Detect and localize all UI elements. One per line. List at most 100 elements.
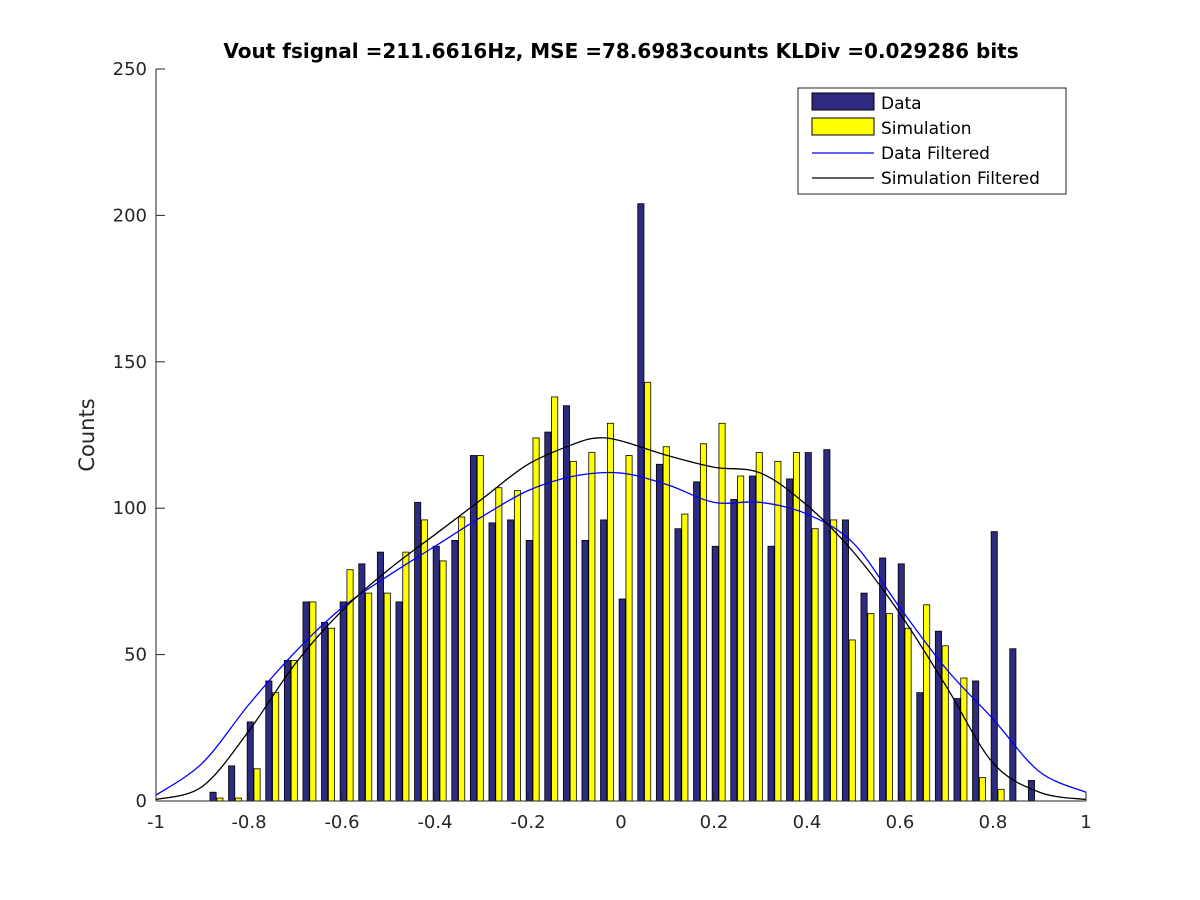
data-bar xyxy=(600,519,608,802)
simulation-filtered-line xyxy=(155,437,1087,801)
simulation-bar xyxy=(681,513,689,802)
data-bar xyxy=(581,540,589,802)
simulation-bar xyxy=(644,381,652,802)
y-tick-label: 100 xyxy=(113,498,147,519)
y-tick-label: 250 xyxy=(113,59,147,80)
x-tick-label: -0.6 xyxy=(324,812,359,833)
simulation-bar xyxy=(532,437,540,802)
simulation-bar xyxy=(867,613,875,802)
simulation-bar xyxy=(699,443,707,802)
data-bar xyxy=(916,692,924,802)
legend-label-data-filtered: Data Filtered xyxy=(881,144,990,164)
data-filtered-line xyxy=(155,471,1087,796)
simulation-bar xyxy=(960,677,968,802)
simulation-bar xyxy=(420,519,428,802)
data-bar xyxy=(823,449,831,802)
legend-label-simulation: Simulation xyxy=(881,119,972,139)
simulation-bar xyxy=(737,475,745,802)
simulation-bar xyxy=(551,396,559,802)
data-bar xyxy=(209,791,217,802)
x-tick-label: -1 xyxy=(147,812,165,833)
y-tick-label: 200 xyxy=(113,205,147,226)
lines-layer xyxy=(155,437,1087,801)
data-bar xyxy=(432,545,440,802)
data-bar xyxy=(730,499,738,802)
data-bar xyxy=(507,519,515,802)
data-bar xyxy=(228,765,236,802)
simulation-bar xyxy=(997,788,1005,802)
data-bar xyxy=(693,481,701,802)
data-bar xyxy=(488,522,496,802)
x-tick-label: -0.2 xyxy=(510,812,545,833)
bars-layer xyxy=(209,203,1035,802)
simulation-bar xyxy=(253,768,261,802)
data-bar xyxy=(376,551,384,802)
y-tick-label: 0 xyxy=(136,791,147,812)
simulation-bar xyxy=(774,460,782,802)
x-tick-label: -0.8 xyxy=(231,812,266,833)
data-bar xyxy=(990,531,998,802)
x-tick-label: 0.4 xyxy=(793,812,822,833)
data-bar xyxy=(544,431,552,802)
simulation-bar xyxy=(569,460,577,802)
simulation-bar xyxy=(904,627,912,802)
data-bar xyxy=(451,540,459,802)
data-bar xyxy=(525,540,533,802)
simulation-bar xyxy=(476,455,484,802)
data-bar xyxy=(358,563,366,802)
data-bar xyxy=(1027,780,1035,802)
simulation-bar xyxy=(458,516,466,802)
data-bar xyxy=(321,621,329,802)
simulation-bar xyxy=(625,455,633,802)
simulation-bar xyxy=(402,551,410,802)
simulation-bar xyxy=(755,452,763,802)
x-tick-label: 0.6 xyxy=(886,812,915,833)
x-tick-label: -0.4 xyxy=(417,812,452,833)
y-tick-label: 150 xyxy=(113,352,147,373)
simulation-bar xyxy=(588,452,596,802)
simulation-bar xyxy=(923,604,931,802)
legend-swatch-data xyxy=(811,92,875,111)
simulation-bar xyxy=(327,627,335,802)
x-tick-label: 0 xyxy=(615,812,626,833)
data-bar xyxy=(655,463,663,802)
x-tick-label: 1 xyxy=(1080,812,1091,833)
axes-layer: -1 -0.8 -0.6 -0.4 -0.2 0 0.2 0.4 0.6 0.8 1 0 50 100 15… xyxy=(113,59,1092,833)
simulation-bar xyxy=(811,528,819,802)
simulation-bar xyxy=(830,519,838,802)
data-bar xyxy=(786,478,794,802)
data-bar xyxy=(860,592,868,802)
data-bar xyxy=(339,601,347,802)
simulation-bar xyxy=(290,660,298,802)
data-bar xyxy=(711,545,719,802)
data-bar xyxy=(841,519,849,802)
simulation-bar xyxy=(383,592,391,802)
data-bar xyxy=(562,405,570,802)
legend-swatch-simulation xyxy=(811,117,875,136)
simulation-bar xyxy=(941,645,949,802)
x-tick-label: 0.2 xyxy=(700,812,729,833)
y-tick-label: 50 xyxy=(124,645,147,666)
simulation-bar xyxy=(662,446,670,802)
simulation-bar xyxy=(272,692,280,802)
data-bar xyxy=(674,528,682,802)
simulation-bar xyxy=(792,452,800,802)
data-bar xyxy=(897,563,905,802)
x-tick-label: 0.8 xyxy=(979,812,1008,833)
data-bar xyxy=(953,698,961,802)
data-bar xyxy=(395,601,403,802)
simulation-bar xyxy=(978,777,986,802)
simulation-bar xyxy=(513,490,521,802)
data-bar xyxy=(767,545,775,802)
simulation-bar xyxy=(848,639,856,802)
legend-label-data: Data xyxy=(881,94,922,114)
data-bar xyxy=(618,598,626,802)
simulation-bar xyxy=(718,422,726,802)
simulation-bar xyxy=(365,592,373,802)
data-bar xyxy=(283,660,291,802)
simulation-bar xyxy=(885,613,893,802)
legend: Data Simulation Data Filtered Simulation… xyxy=(797,87,1067,195)
chart-title: Vout fsignal =211.6616Hz, MSE =78.6983co… xyxy=(223,39,1018,63)
y-axis-label: Counts xyxy=(75,398,99,471)
